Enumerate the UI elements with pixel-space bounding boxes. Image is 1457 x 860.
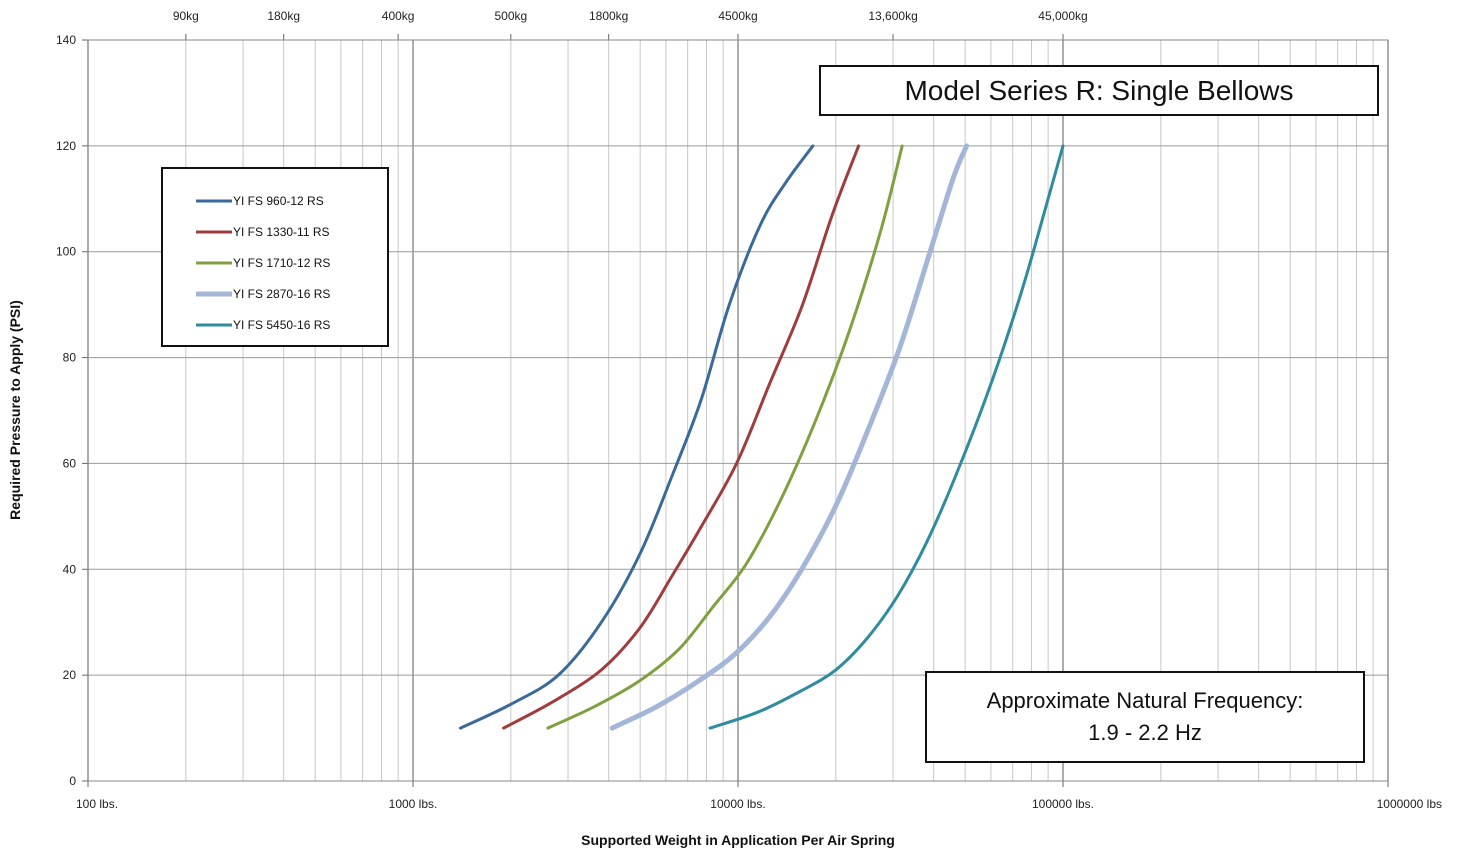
x-tick-label: 100 lbs.	[76, 797, 118, 811]
y-tick-label: 120	[56, 139, 76, 153]
top-tick-label: 90kg	[173, 9, 199, 23]
top-tick-label: 400kg	[382, 9, 415, 23]
chart-title-box: Model Series R: Single Bellows	[819, 65, 1379, 116]
x-tick-label: 10000 lbs.	[710, 797, 765, 811]
series-line-5	[708, 144, 1065, 730]
y-axis-title: Required Pressure to Apply (PSI)	[7, 300, 23, 520]
y-tick-label: 140	[56, 33, 76, 47]
x-axis-title: Supported Weight in Application Per Air …	[581, 832, 895, 848]
top-tick-label: 180kg	[267, 9, 300, 23]
grid-major	[87, 39, 1389, 782]
frequency-note-box: Approximate Natural Frequency: 1.9 - 2.2…	[925, 671, 1365, 763]
y-tick-label: 20	[63, 668, 77, 682]
chart-title: Model Series R: Single Bellows	[904, 75, 1293, 106]
legend: YI FS 960-12 RS YI FS 1330-11 RS YI FS 171…	[161, 167, 389, 347]
frequency-note-line2: 1.9 - 2.2 Hz	[1088, 720, 1202, 745]
top-axis-ticks: 90kg 180kg 400kg 500kg 1800kg 4500kg 13,600kg 4…	[173, 9, 1088, 40]
y-axis-ticks: 0 20 40 60 80 100 120 140	[56, 33, 88, 788]
legend-label: YI FS 1710-12 RS	[233, 256, 330, 270]
legend-label: YI FS 2870-16 RS	[233, 287, 330, 301]
x-tick-label: 100000 lbs.	[1032, 797, 1094, 811]
series-lines	[459, 143, 1065, 731]
y-tick-label: 80	[63, 351, 77, 365]
x-tick-label: 1000000 lbs	[1377, 797, 1442, 811]
plot-frame	[87, 39, 1389, 782]
series-line-4	[609, 143, 970, 731]
series-line-1	[459, 144, 815, 730]
x-tick-label: 1000 lbs.	[389, 797, 438, 811]
y-tick-label: 100	[56, 245, 76, 259]
top-tick-label: 500kg	[494, 9, 527, 23]
frequency-note-line1: Approximate Natural Frequency:	[987, 688, 1304, 713]
x-axis-ticks: 100 lbs. 1000 lbs. 10000 lbs. 100000 lbs. 10…	[76, 781, 1442, 811]
y-tick-label: 0	[69, 774, 76, 788]
grid-minor	[185, 40, 1374, 781]
series-line-2	[502, 144, 861, 730]
y-tick-label: 40	[63, 562, 77, 576]
top-tick-label: 4500kg	[718, 9, 757, 23]
series-line-3	[546, 144, 904, 730]
legend-label: YI FS 960-12 RS	[233, 194, 324, 208]
legend-label: YI FS 1330-11 RS	[233, 225, 330, 239]
legend-label: YI FS 5450-16 RS	[233, 318, 330, 332]
top-tick-label: 13,600kg	[868, 9, 917, 23]
top-tick-label: 45,000kg	[1038, 9, 1087, 23]
top-tick-label: 1800kg	[589, 9, 628, 23]
y-tick-label: 60	[63, 456, 77, 470]
